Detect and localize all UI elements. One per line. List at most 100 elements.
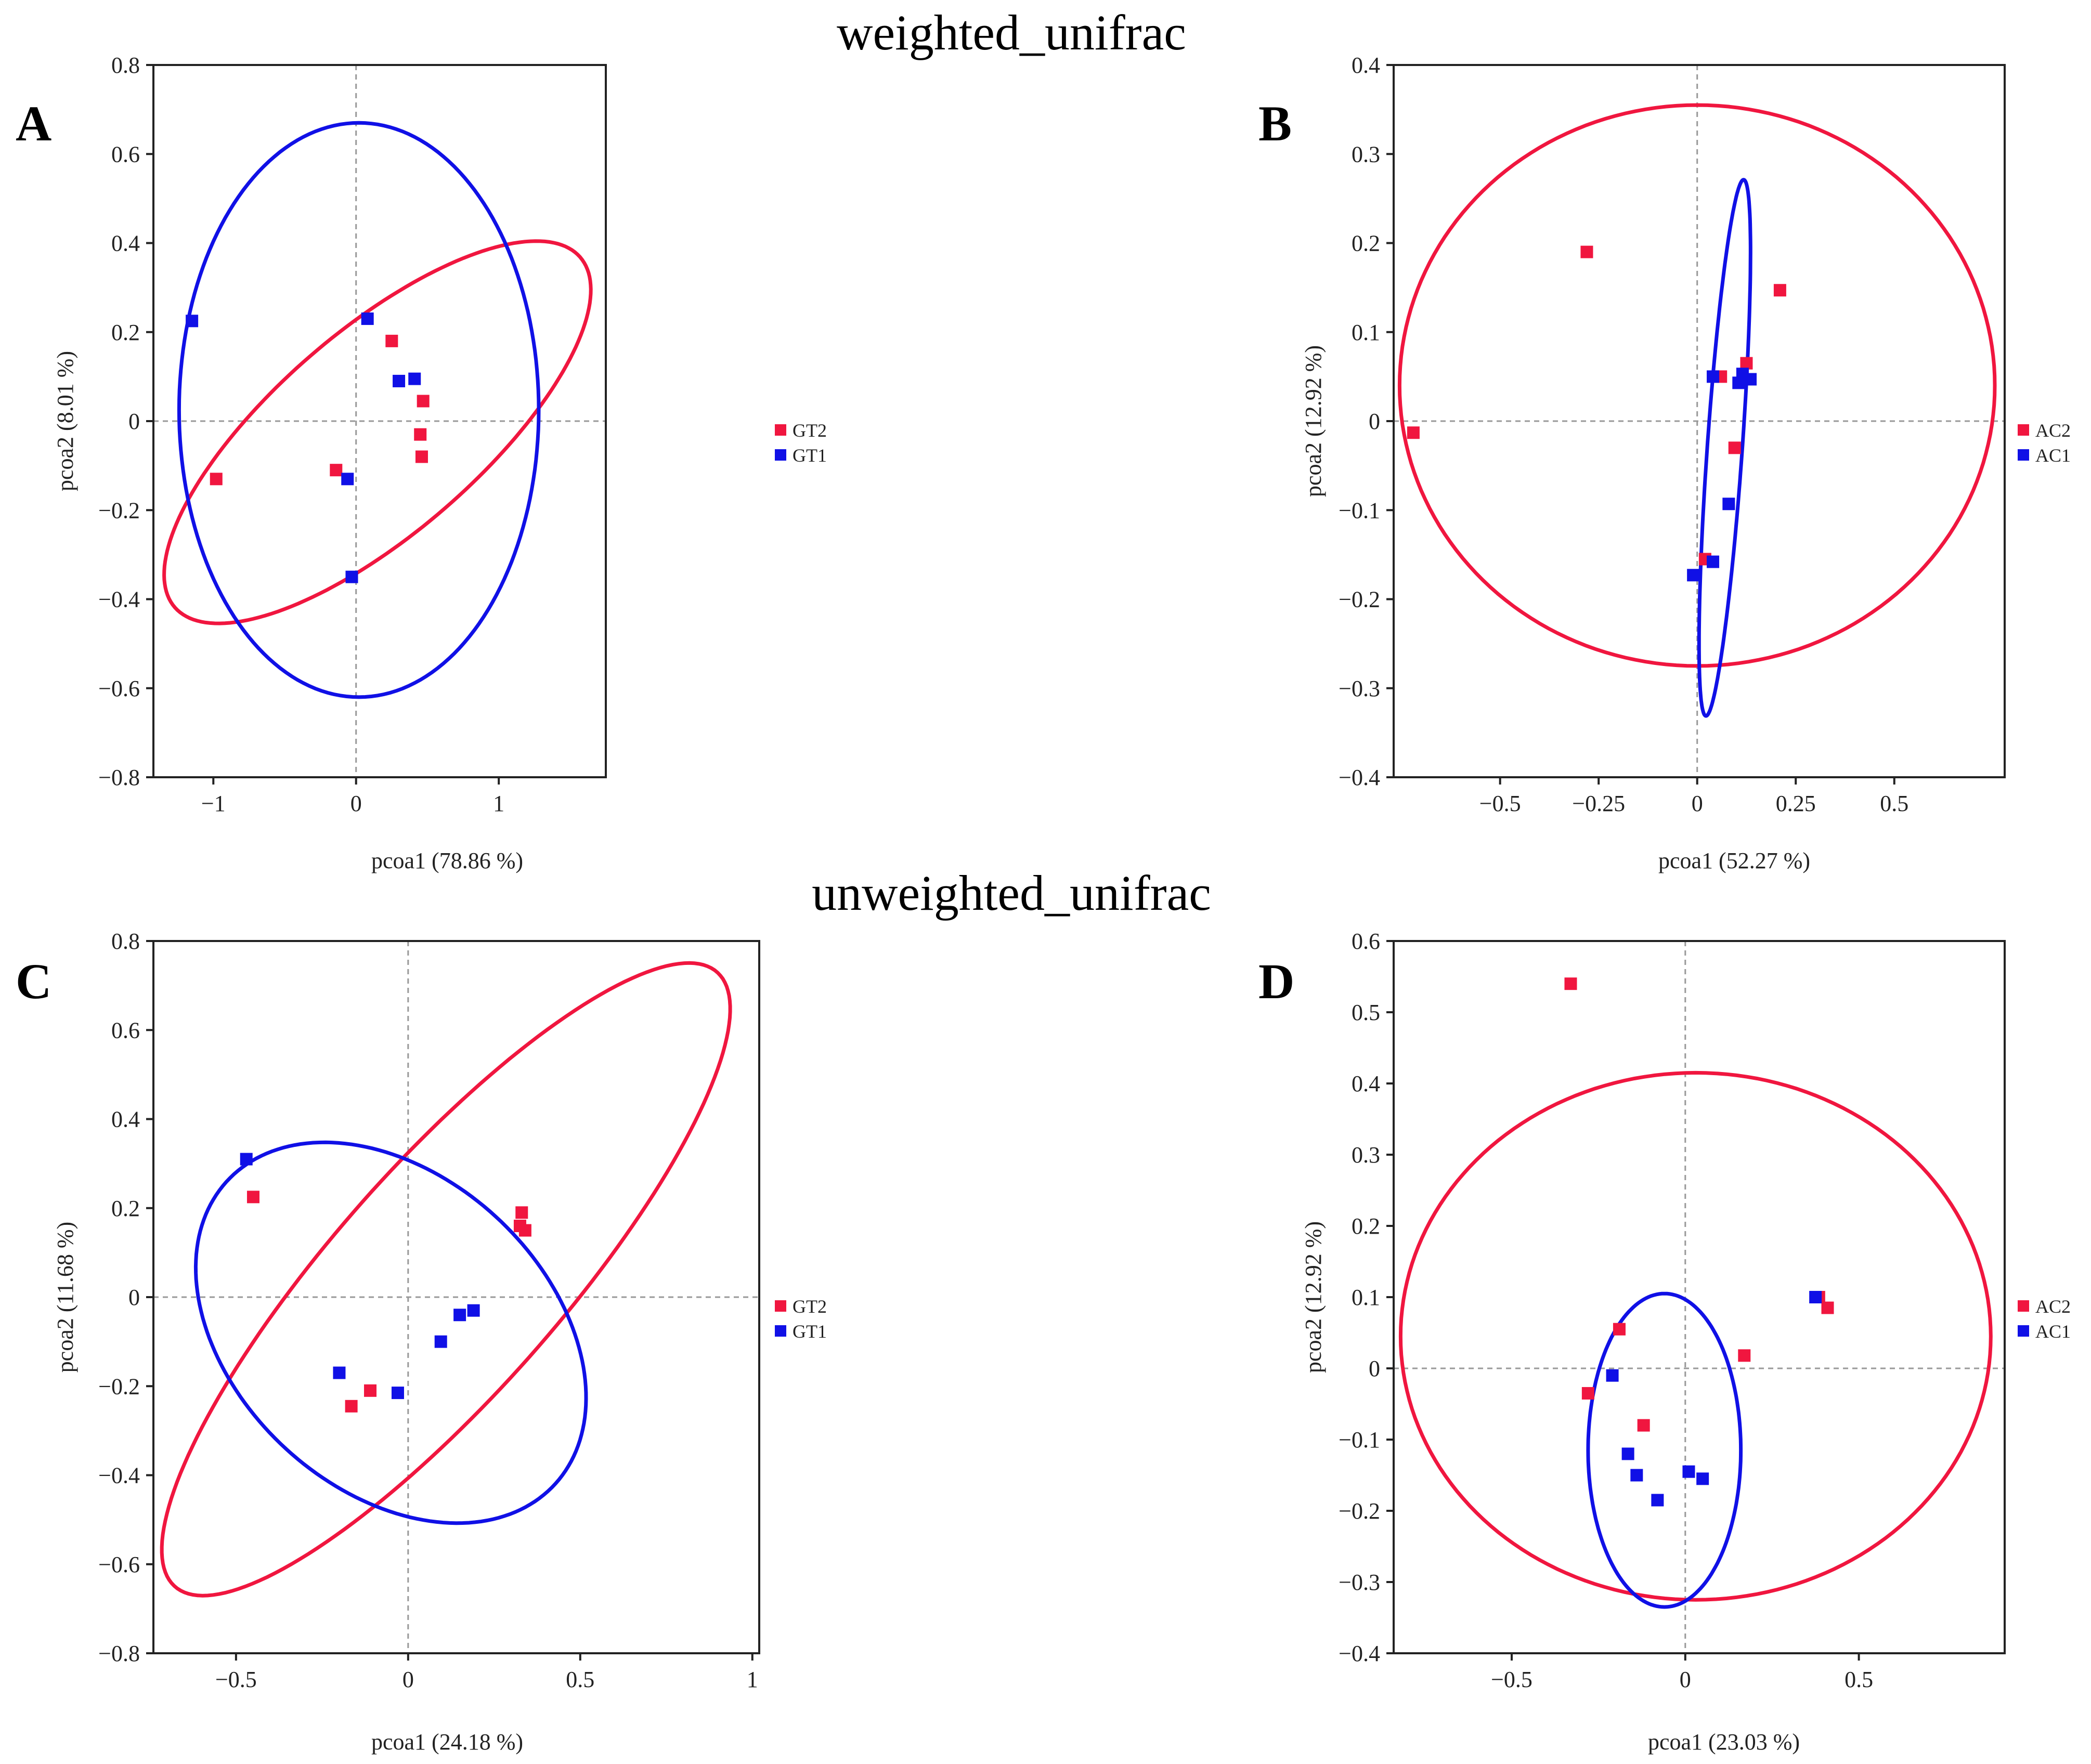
ellipse-ac1	[1697, 178, 1752, 718]
x-tick-label: 1	[747, 1667, 758, 1692]
point-gt2	[210, 473, 223, 486]
ellipse-gt2	[162, 239, 593, 625]
x-tick-label: 0.25	[1776, 791, 1816, 816]
y-tick-label: 0.1	[1352, 1285, 1380, 1310]
point-gt2	[414, 428, 427, 441]
y-tick-label: 0.1	[1352, 320, 1380, 345]
panel-d: D −0.4 −0.3 −0.2 −0.1 0 0.1 0.2 0.3 0.4 0.5 0.6 −0.5…	[1258, 929, 2071, 1755]
point-gt1	[391, 1387, 404, 1400]
series-gt1	[240, 1153, 480, 1400]
point-ac1	[1630, 1469, 1643, 1482]
point-gt2	[364, 1384, 377, 1397]
x-tick-label: −0.5	[215, 1667, 257, 1692]
series-gt2	[210, 334, 430, 486]
ellipse-ac2	[1398, 1070, 1993, 1602]
y-tick-label: 0	[1369, 1356, 1380, 1381]
point-ac1	[1682, 1465, 1695, 1478]
point-ac1	[1809, 1291, 1822, 1303]
y-tick-label: −0.1	[1339, 498, 1380, 523]
panel-letter-b: B	[1258, 96, 1292, 151]
x-axis-label: pcoa1 (52.27 %)	[1658, 848, 1810, 873]
y-tick-label: 0.4	[111, 231, 140, 256]
point-ac1	[1744, 373, 1757, 386]
y-tick-label: −0.8	[98, 1641, 140, 1666]
legend-swatch-gt1	[775, 1325, 786, 1337]
x-tick-label: 0	[350, 791, 362, 816]
ellipses-b	[1397, 103, 1997, 718]
legend-swatch-gt1	[775, 449, 786, 461]
point-ac1	[1732, 376, 1745, 389]
y-tick-label: −0.2	[98, 498, 140, 523]
y-tick-label: −0.6	[98, 1552, 140, 1577]
y-tick-label: −0.2	[1339, 587, 1380, 612]
y-tick-label: −0.4	[1339, 1641, 1380, 1666]
y-tick-label: 0.3	[1352, 1142, 1380, 1168]
point-ac1	[1707, 555, 1720, 568]
y-tick-label: −0.1	[1339, 1427, 1380, 1453]
x-tick-label: 0	[1692, 791, 1703, 816]
panel-letter-a: A	[16, 96, 51, 151]
point-gt1	[361, 312, 374, 325]
point-gt2	[330, 464, 343, 477]
y-tick-label: 0	[128, 409, 140, 434]
y-axis-label: pcoa2 (11.68 %)	[53, 1222, 78, 1373]
point-ac2	[1407, 426, 1420, 439]
y-tick-label: 0.3	[1352, 141, 1380, 167]
ellipses-a	[162, 121, 593, 699]
x-tick-label: 0.5	[1880, 791, 1908, 816]
point-gt1	[434, 1335, 447, 1348]
point-gt1	[186, 315, 199, 328]
series-ac1	[1606, 1291, 1822, 1507]
legend-swatch-ac2	[2018, 1300, 2029, 1312]
panels-group: A −0.8 −0.6 −0.4 −0.2 0 0.2 0.4 0.6 0.8 −1 0 1 pcoa1 …	[16, 53, 2071, 1755]
series-ac2	[1407, 245, 1786, 566]
x-axis-label: pcoa1 (78.86 %)	[371, 848, 523, 873]
y-tick-label: 0.6	[1352, 929, 1380, 954]
legend-swatch-gt2	[775, 424, 786, 436]
y-tick-label: −0.4	[98, 587, 140, 612]
series-gt1	[186, 312, 421, 583]
legend-label-gt2: GT2	[793, 1296, 827, 1317]
y-tick-label: −0.2	[1339, 1498, 1380, 1524]
x-axis-label: pcoa1 (23.03 %)	[1648, 1729, 1800, 1755]
y-tick-label: 0	[128, 1285, 140, 1310]
y-tick-label: 0.5	[1352, 1000, 1380, 1025]
y-tick-label: 0.4	[111, 1107, 140, 1132]
y-tick-label: −0.4	[98, 1463, 140, 1488]
legend-swatch-ac2	[2018, 424, 2029, 436]
point-ac1	[1621, 1447, 1634, 1460]
point-ac1	[1606, 1369, 1619, 1382]
panel-c: C −0.8 −0.6 −0.4 −0.2 0 0.2 0.4 0.6 0.8 −0.5 0 0.5 1 p…	[16, 929, 827, 1755]
x-tick-label: 0	[402, 1667, 414, 1692]
ellipse-gt1	[177, 121, 541, 699]
panel-a: A −0.8 −0.6 −0.4 −0.2 0 0.2 0.4 0.6 0.8 −1 0 1 pcoa1 …	[16, 53, 827, 873]
y-tick-label: −0.8	[98, 765, 140, 790]
point-gt1	[240, 1153, 253, 1166]
x-tick-label: 0.5	[1845, 1667, 1873, 1692]
x-tick-label: −0.5	[1491, 1667, 1532, 1692]
point-ac2	[1728, 441, 1741, 454]
x-tick-label: 1	[493, 791, 504, 816]
point-ac1	[1687, 569, 1700, 582]
point-gt2	[385, 334, 398, 347]
point-ac1	[1707, 370, 1720, 383]
y-tick-label: 0.6	[111, 1017, 140, 1043]
legend-label-ac2: AC2	[2035, 420, 2071, 441]
point-gt2	[246, 1191, 259, 1204]
x-tick-label: −0.5	[1479, 791, 1521, 816]
ellipse-gt2	[160, 961, 732, 1598]
y-tick-label: 0.4	[1352, 53, 1380, 78]
point-ac2	[1738, 1349, 1751, 1362]
series-gt2	[246, 1191, 531, 1413]
legend-label-gt1: GT1	[793, 1321, 827, 1342]
ellipse-ac1	[1586, 1291, 1743, 1609]
legend-label-ac1: AC1	[2035, 445, 2071, 466]
ellipse-gt1	[193, 1140, 588, 1525]
legend-swatch-ac1	[2018, 449, 2029, 461]
section-title-weighted: weighted_unifrac	[837, 5, 1186, 60]
ellipses-d	[1398, 1070, 1993, 1609]
point-ac2	[1773, 284, 1786, 297]
point-ac2	[1580, 245, 1593, 258]
